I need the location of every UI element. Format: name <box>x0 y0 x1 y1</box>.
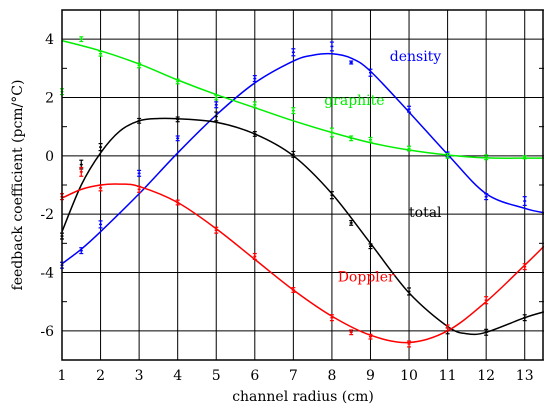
graphite-point <box>484 154 489 161</box>
doppler-point <box>137 185 142 193</box>
doppler-point <box>445 324 450 332</box>
density-point <box>175 135 180 142</box>
y-tick-label: 4 <box>45 32 54 48</box>
x-tick-label: 5 <box>212 368 221 384</box>
total-point <box>175 116 180 123</box>
total-point <box>214 111 219 122</box>
x-tick-label: 10 <box>400 368 418 384</box>
curves <box>61 39 544 344</box>
doppler-point <box>98 184 103 192</box>
graphite-point <box>445 152 450 159</box>
x-tick-label: 8 <box>327 368 336 384</box>
total-point <box>349 219 354 226</box>
total-point <box>252 131 257 137</box>
y-tick-label: -6 <box>40 324 54 340</box>
x-tick-label: 4 <box>173 368 182 384</box>
density-point <box>137 169 142 177</box>
x-tick-label: 9 <box>366 368 375 384</box>
density-point <box>329 41 334 52</box>
doppler-point <box>522 263 527 271</box>
density-point <box>291 48 296 57</box>
x-tick-label: 7 <box>289 368 298 384</box>
total-point <box>137 117 142 124</box>
total-point <box>98 142 103 152</box>
density-point <box>98 220 103 229</box>
graphite-point <box>522 155 527 160</box>
doppler-point <box>291 287 296 293</box>
grid <box>62 10 544 360</box>
total-point <box>291 150 296 158</box>
graphite-point <box>329 127 334 138</box>
graphite-point <box>252 101 257 109</box>
x-tick-label: 12 <box>477 368 495 384</box>
series-label-density: density <box>390 49 442 65</box>
total-point <box>79 159 84 170</box>
y-tick-label: 2 <box>45 91 54 107</box>
series-label-graphite: graphite <box>324 93 384 109</box>
axes <box>61 9 544 361</box>
graphite-point <box>291 107 296 115</box>
graphite-point <box>349 135 354 142</box>
density-point <box>484 193 489 201</box>
density-curve <box>61 52 544 265</box>
x-tick-label: 1 <box>58 368 67 384</box>
graphite-point <box>98 50 103 57</box>
x-tick-label: 6 <box>250 368 259 384</box>
series-label-total: total <box>409 205 442 221</box>
doppler-point <box>368 333 373 340</box>
graphite-point <box>175 78 180 85</box>
doppler-point <box>214 226 219 234</box>
density-point <box>407 105 412 113</box>
doppler-curve <box>61 183 544 344</box>
total-point <box>368 243 373 250</box>
doppler-point <box>349 329 354 336</box>
total-point <box>484 328 489 336</box>
graphite-point <box>214 94 219 101</box>
graphite-point <box>137 62 142 69</box>
y-axis-label: feedback coefficient (pcm/°C) <box>10 80 26 291</box>
graphite-point <box>79 36 84 43</box>
graphite-point <box>368 136 373 143</box>
total-point <box>329 191 334 200</box>
x-tick-label: 13 <box>516 368 534 384</box>
series-label-doppler: Doppler <box>338 269 395 285</box>
graphite-curve <box>61 39 544 159</box>
total-point <box>522 314 527 322</box>
density-point <box>349 60 354 65</box>
x-tick-label: 3 <box>135 368 144 384</box>
graphite-point <box>407 145 412 152</box>
x-tick-label: 2 <box>96 368 105 384</box>
density-point <box>252 75 257 83</box>
doppler-point <box>252 252 257 260</box>
density-point <box>368 68 373 77</box>
x-tick-label: 11 <box>439 368 457 384</box>
data-points <box>60 36 527 348</box>
doppler-point <box>407 340 412 348</box>
density-point <box>79 247 84 255</box>
plot-frame <box>61 9 544 361</box>
series-labels: density graphite total Doppler <box>324 49 442 285</box>
total-point <box>407 287 412 296</box>
x-axis-label: channel radius (cm) <box>232 389 374 405</box>
doppler-point <box>79 166 84 177</box>
doppler-point <box>175 199 180 206</box>
y-tick-label: 0 <box>45 149 54 165</box>
density-point <box>214 101 219 109</box>
total-curve <box>61 117 544 336</box>
density-point <box>522 196 527 207</box>
doppler-point <box>484 296 489 305</box>
y-tick-label: -4 <box>40 266 54 282</box>
y-tick-label: -2 <box>40 207 54 223</box>
doppler-point <box>329 314 334 322</box>
